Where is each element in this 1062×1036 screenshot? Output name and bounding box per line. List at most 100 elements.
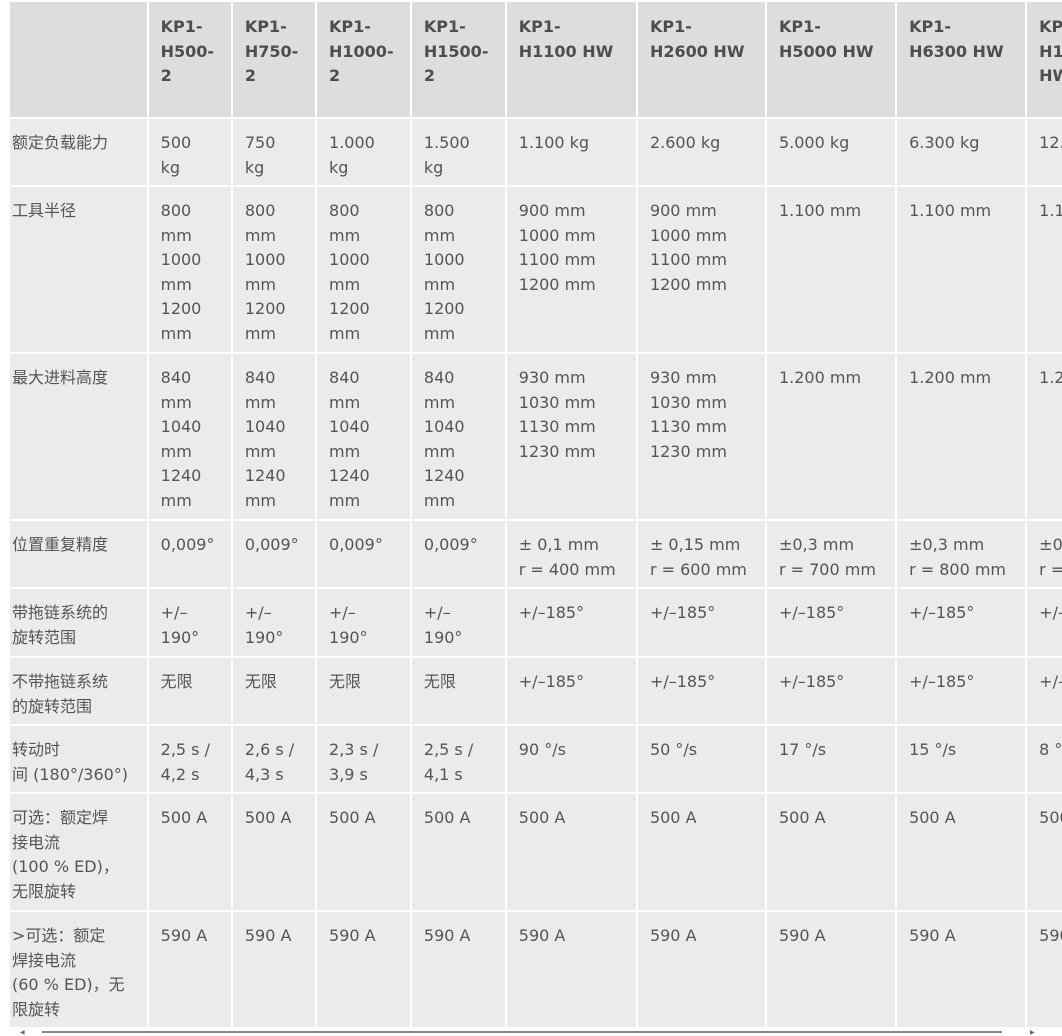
table-cell: +/–185° — [766, 658, 896, 724]
column-header: KP1- H500- 2 — [148, 2, 231, 117]
column-header: KP1- H12000 HW — [1027, 2, 1062, 117]
table-cell: 2,5 s / 4,2 s — [148, 726, 231, 792]
table-cell: +/–185° — [766, 589, 896, 656]
table-row: 可选：额定焊 接电流 (100 % ED)， 无限旋转 500 A 500 A 500… — [10, 794, 1062, 910]
table-cell: 840 mm 1040 mm 1240 mm — [317, 354, 410, 519]
column-header: KP1- H2600 HW — [637, 2, 765, 117]
row-label: 带拖链系统的 旋转范围 — [10, 589, 147, 656]
table-cell: 500 A — [148, 794, 231, 910]
table-cell: 无限 — [411, 658, 505, 724]
table-cell: 1.100 kg — [506, 119, 636, 185]
table-cell: 840 mm 1040 mm 1240 mm — [148, 354, 231, 519]
table-cell: 1.100 mm — [897, 187, 1026, 352]
table-cell: 无限 — [317, 658, 410, 724]
table-cell: 0,009° — [317, 521, 410, 587]
table-cell: +/–185° — [1027, 589, 1062, 656]
table-cell: 930 mm 1030 mm 1130 mm 1230 mm — [637, 354, 765, 519]
table-cell: 590 A — [1027, 912, 1062, 1027]
row-label: 不带拖链系统 的旋转范围 — [10, 658, 147, 724]
scrollbar-thumb[interactable] — [42, 1031, 1002, 1033]
table-cell: 12.000 kg — [1027, 119, 1062, 185]
table-cell: 800 mm 1000 mm 1200 mm — [232, 187, 316, 352]
table-cell: 500 A — [506, 794, 636, 910]
table-cell: 1.000 kg — [317, 119, 410, 185]
table-row: >可选：额定 焊接电流 (60 % ED)，无 限旋转 590 A 590 A 590… — [10, 912, 1062, 1027]
table-cell: 800 mm 1000 mm 1200 mm — [148, 187, 231, 352]
table-cell: +/–185° — [506, 658, 636, 724]
table-cell: 0,009° — [232, 521, 316, 587]
table-cell: ±0,3 mm r = 800 mm — [897, 521, 1026, 587]
table-cell: 590 A — [411, 912, 505, 1027]
column-header: KP1- H750- 2 — [232, 2, 316, 117]
table-cell: 0,009° — [148, 521, 231, 587]
row-label: >可选：额定 焊接电流 (60 % ED)，无 限旋转 — [10, 912, 147, 1027]
column-header: KP1- H1100 HW — [506, 2, 636, 117]
table-cell: 590 A — [148, 912, 231, 1027]
table-cell: +/– 190° — [317, 589, 410, 656]
table-cell: 无限 — [232, 658, 316, 724]
table-cell: 840 mm 1040 mm 1240 mm — [232, 354, 316, 519]
table-cell: 500 A — [232, 794, 316, 910]
table-cell: 590 A — [897, 912, 1026, 1027]
header-corner — [10, 2, 147, 117]
table-cell: 500 kg — [148, 119, 231, 185]
row-label: 位置重复精度 — [10, 521, 147, 587]
table-cell: 2,5 s / 4,1 s — [411, 726, 505, 792]
row-label: 可选：额定焊 接电流 (100 % ED)， 无限旋转 — [10, 794, 147, 910]
row-label: 工具半径 — [10, 187, 147, 352]
table-row: 转动时 间 (180°/360°) 2,5 s / 4,2 s 2,6 s / 4,… — [10, 726, 1062, 792]
table-row: 额定负载能力 500 kg 750 kg 1.000 kg 1.500 kg 1.100 … — [10, 119, 1062, 185]
row-label: 最大进料高度 — [10, 354, 147, 519]
table-cell: +/–185° — [637, 589, 765, 656]
table-cell: 1.500 kg — [411, 119, 505, 185]
table-cell: 17 °/s — [766, 726, 896, 792]
table-cell: ± 0,1 mm r = 400 mm — [506, 521, 636, 587]
scroll-right-arrow-icon[interactable]: ▶ — [1030, 1029, 1035, 1036]
spec-table-container: KP1- H500- 2 KP1- H750- 2 KP1- H1000- 2 KP1… — [8, 0, 1062, 1029]
row-label: 转动时 间 (180°/360°) — [10, 726, 147, 792]
table-cell: +/–185° — [506, 589, 636, 656]
table-cell: 500 A — [637, 794, 765, 910]
table-cell: +/–185° — [1027, 658, 1062, 724]
table-cell: 6.300 kg — [897, 119, 1026, 185]
table-cell: 900 mm 1000 mm 1100 mm 1200 mm — [506, 187, 636, 352]
table-cell: +/– 190° — [232, 589, 316, 656]
table-cell: 90 °/s — [506, 726, 636, 792]
table-cell: 590 A — [317, 912, 410, 1027]
row-label: 额定负载能力 — [10, 119, 147, 185]
table-cell: ± 0,15 mm r = 600 mm — [637, 521, 765, 587]
table-cell: 500 A — [411, 794, 505, 910]
table-cell: 590 A — [232, 912, 316, 1027]
table-row: 不带拖链系统 的旋转范围 无限 无限 无限 无限 +/–185° +/–185° +/–185… — [10, 658, 1062, 724]
table-cell: 8 °/s — [1027, 726, 1062, 792]
table-cell: 800 mm 1000 mm 1200 mm — [411, 187, 505, 352]
table-cell: 500 A — [1027, 794, 1062, 910]
table-cell: 1.100 mm — [1027, 187, 1062, 352]
table-cell: 500 A — [897, 794, 1026, 910]
table-cell: 50 °/s — [637, 726, 765, 792]
table-cell: +/– 190° — [148, 589, 231, 656]
column-header: KP1- H1500- 2 — [411, 2, 505, 117]
table-cell: 590 A — [637, 912, 765, 1027]
table-cell: +/–185° — [637, 658, 765, 724]
table-cell: 840 mm 1040 mm 1240 mm — [411, 354, 505, 519]
table-cell: 无限 — [148, 658, 231, 724]
table-row: 最大进料高度 840 mm 1040 mm 1240 mm 840 mm 1040 … — [10, 354, 1062, 519]
scroll-left-arrow-icon[interactable]: ◀ — [20, 1029, 25, 1036]
table-cell: +/–185° — [897, 658, 1026, 724]
header-row: KP1- H500- 2 KP1- H750- 2 KP1- H1000- 2 KP1… — [10, 2, 1062, 117]
table-cell: 900 mm 1000 mm 1100 mm 1200 mm — [637, 187, 765, 352]
table-cell: 590 A — [766, 912, 896, 1027]
table-cell: 1.200 mm — [766, 354, 896, 519]
table-cell: ±0,3 mm r = 700 mm — [766, 521, 896, 587]
table-cell: 500 A — [317, 794, 410, 910]
table-cell: 2,6 s / 4,3 s — [232, 726, 316, 792]
horizontal-scrollbar[interactable]: ◀ ▶ — [0, 1029, 1062, 1036]
table-cell: 930 mm 1030 mm 1130 mm 1230 mm — [506, 354, 636, 519]
column-header: KP1- H5000 HW — [766, 2, 896, 117]
table-cell: 2,3 s / 3,9 s — [317, 726, 410, 792]
table-cell: +/– 190° — [411, 589, 505, 656]
table-row: 带拖链系统的 旋转范围 +/– 190° +/– 190° +/– 190° +/– 1… — [10, 589, 1062, 656]
table-row: 位置重复精度 0,009° 0,009° 0,009° 0,009° ± 0,1 mm r… — [10, 521, 1062, 587]
table-cell: 1.200 mm — [1027, 354, 1062, 519]
